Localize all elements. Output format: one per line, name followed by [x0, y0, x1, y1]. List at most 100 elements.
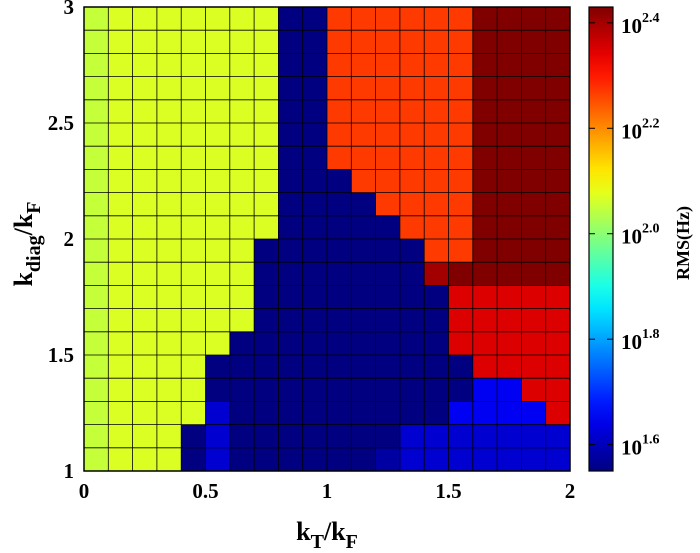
heatmap-cell — [205, 378, 231, 402]
heatmap-cell — [327, 215, 352, 240]
heatmap-cell — [108, 192, 133, 217]
heatmap-cell — [205, 239, 231, 263]
y-axis-label: kdiag/kF — [9, 201, 45, 286]
colorbar-tick-label: 102.2 — [621, 116, 660, 143]
heatmap-cell — [108, 215, 133, 240]
heatmap-cell — [84, 378, 109, 402]
heatmap-cell — [545, 424, 571, 449]
heatmap-cell — [254, 401, 279, 425]
heatmap-cell — [351, 53, 376, 77]
heatmap-cell — [521, 146, 547, 170]
heatmap-cell — [351, 447, 376, 472]
heatmap-cell — [278, 355, 304, 379]
heatmap-cell — [375, 262, 401, 286]
heatmap-cell — [399, 447, 425, 472]
heatmap-cell — [521, 30, 547, 54]
heatmap-cell — [156, 239, 182, 263]
heatmap-cell — [497, 401, 522, 425]
heatmap-cell — [181, 192, 206, 217]
heatmap-cell — [132, 331, 158, 356]
heatmap-cell — [424, 99, 449, 124]
heatmap-cell — [424, 30, 449, 54]
heatmap-cell — [472, 447, 498, 472]
heatmap-cell — [497, 355, 522, 379]
heatmap-cell — [254, 331, 279, 356]
heatmap-cell — [327, 123, 352, 147]
heatmap-cell — [278, 308, 304, 333]
heatmap-cell — [156, 447, 182, 472]
heatmap-cell — [399, 123, 425, 147]
y-tick-label: 2.5 — [48, 111, 74, 135]
heatmap-cell — [229, 262, 255, 286]
heatmap-cell — [424, 308, 449, 333]
heatmap-cell — [156, 215, 182, 240]
y-tick-label: 1.5 — [48, 343, 74, 367]
heatmap-cell — [472, 262, 498, 286]
heatmap-cell — [302, 192, 328, 217]
heatmap-cell — [108, 285, 133, 309]
heatmap-cell — [545, 123, 571, 147]
heatmap-cell — [351, 239, 376, 263]
heatmap-cell — [84, 424, 109, 449]
heatmap-cell — [497, 239, 522, 263]
heatmap-cell — [132, 215, 158, 240]
heatmap-cell — [132, 76, 158, 101]
heatmap-cell — [375, 215, 401, 240]
colorbar — [588, 6, 614, 472]
heatmap-cell — [84, 239, 109, 263]
heatmap-cell — [448, 76, 474, 101]
heatmap-cell — [375, 192, 401, 217]
heatmap-cell — [448, 355, 474, 379]
heatmap-cell — [327, 355, 352, 379]
x-axis-ticks: 0 0.5 1 1.5 2 — [79, 479, 576, 503]
heatmap-cell — [156, 401, 182, 425]
x-tick-label: 0 — [79, 479, 90, 503]
heatmap-cell — [132, 447, 158, 472]
heatmap-cell — [399, 378, 425, 402]
heatmap-cell — [181, 123, 206, 147]
heatmap-cell — [181, 7, 206, 31]
heatmap-cell — [424, 123, 449, 147]
heatmap-cell — [156, 99, 182, 124]
heatmap-cell — [205, 331, 231, 356]
heatmap-cell — [278, 239, 304, 263]
heatmap-cell — [351, 285, 376, 309]
heatmap-cell — [302, 99, 328, 124]
heatmap-cell — [521, 169, 547, 193]
heatmap-cell — [254, 355, 279, 379]
heatmap-cell — [181, 53, 206, 77]
heatmap-cell — [545, 146, 571, 170]
heatmap-cell — [472, 7, 498, 31]
heatmap-cell — [254, 169, 279, 193]
heatmap-cell — [375, 355, 401, 379]
heatmap-cell — [181, 401, 206, 425]
heatmap-cell — [108, 123, 133, 147]
heatmap-cell — [181, 76, 206, 101]
heatmap-cell — [278, 76, 304, 101]
heatmap-cell — [327, 424, 352, 449]
heatmap-cell — [351, 192, 376, 217]
x-axis-label-mid: /k — [323, 517, 346, 546]
heatmap-cell — [351, 76, 376, 101]
heatmap-cell — [521, 355, 547, 379]
heatmap-cell — [205, 99, 231, 124]
heatmap-cell — [181, 378, 206, 402]
heatmap-cell — [156, 355, 182, 379]
heatmap-cell — [156, 424, 182, 449]
heatmap-cell — [254, 53, 279, 77]
heatmap-cell — [448, 239, 474, 263]
heatmap-cell — [545, 355, 571, 379]
heatmap-cell — [375, 53, 401, 77]
heatmap-cell — [545, 169, 571, 193]
heatmap-cell — [132, 123, 158, 147]
heatmap-cell — [205, 146, 231, 170]
heatmap-cell — [254, 285, 279, 309]
heatmap-cell — [229, 53, 255, 77]
heatmap-cell — [84, 331, 109, 356]
heatmap-cell — [229, 401, 255, 425]
heatmap-cell — [521, 215, 547, 240]
heatmap-cell — [424, 424, 449, 449]
heatmap-cell — [132, 192, 158, 217]
heatmap-cell — [497, 424, 522, 449]
